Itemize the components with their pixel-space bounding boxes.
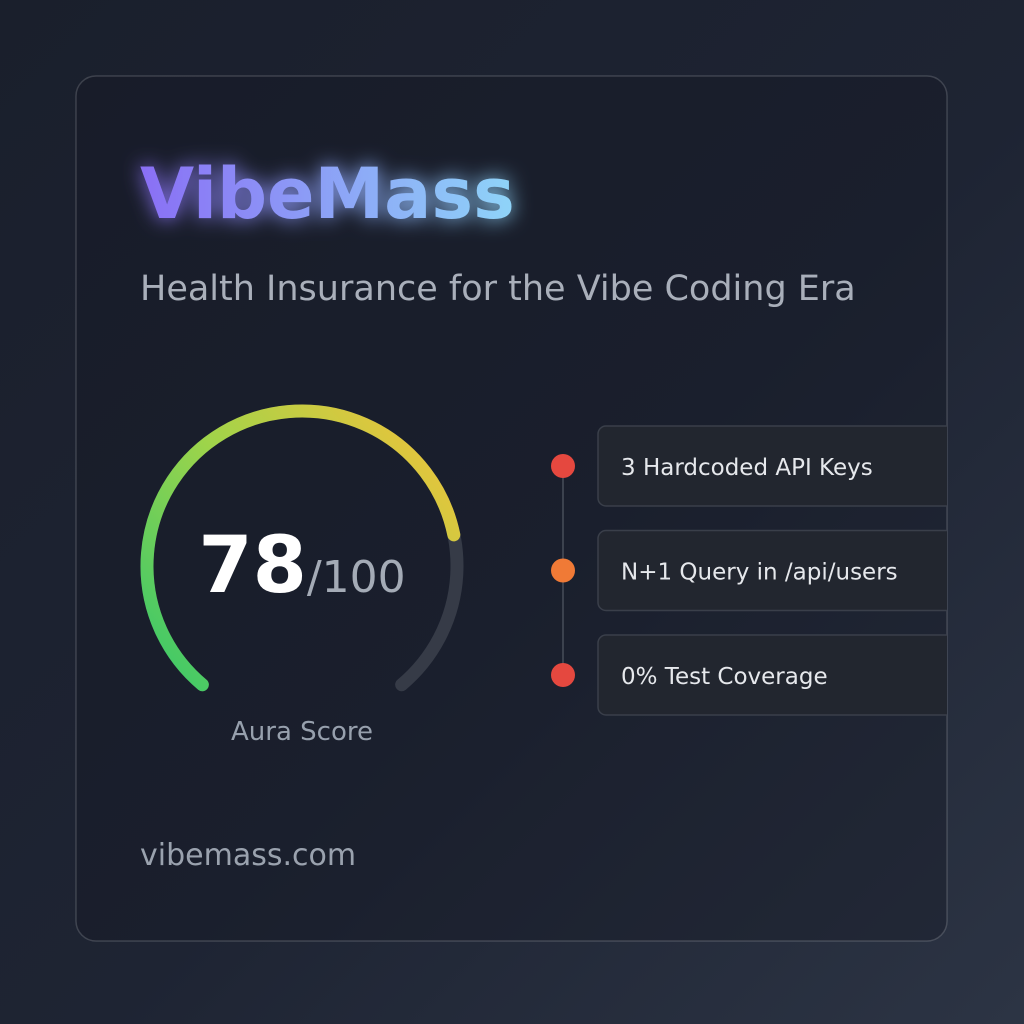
issue-box (597, 529, 947, 612)
gauge-max: /100 (307, 552, 406, 603)
issue-dot (551, 663, 575, 687)
issue-text: 3 Hardcoded API Keys (621, 455, 873, 481)
gauge-value-arc (140, 404, 461, 692)
card (75, 75, 948, 942)
brand-title: VibeMass (140, 153, 515, 235)
gauge-score: 78/100 (198, 521, 405, 611)
gauge-value: 78 (198, 521, 307, 611)
brand-subtitle: Health Insurance for the Vibe Coding Era (140, 269, 856, 309)
issue-dot (551, 558, 575, 583)
issue-box (597, 634, 947, 716)
issue-dot (551, 454, 575, 478)
issue-text: 0% Test Coverage (621, 664, 828, 690)
issue-text: N+1 Query in /api/users (621, 560, 898, 586)
footer-url: vibemass.com (140, 838, 356, 873)
issue-box (597, 425, 947, 507)
gauge-label: Aura Score (231, 717, 373, 747)
